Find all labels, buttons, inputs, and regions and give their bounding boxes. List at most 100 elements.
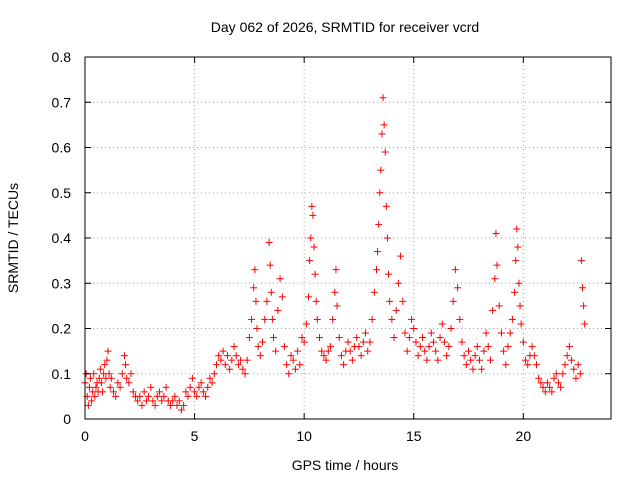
- data-point: [234, 361, 242, 369]
- y-axis-title: SRMTID / TECUs: [5, 183, 21, 293]
- data-point: [116, 383, 124, 391]
- data-point: [329, 315, 337, 323]
- data-point: [346, 347, 354, 355]
- data-point: [388, 315, 396, 323]
- y-tick-label: 0.7: [52, 94, 72, 110]
- y-tick-label: 0.6: [52, 140, 72, 156]
- data-point: [254, 343, 262, 351]
- data-point: [374, 248, 382, 256]
- data-point: [380, 121, 388, 129]
- data-point: [508, 315, 516, 323]
- data-point: [145, 392, 153, 400]
- data-point: [91, 392, 99, 400]
- data-point: [580, 302, 588, 310]
- data-point: [232, 352, 240, 360]
- data-point: [265, 239, 273, 247]
- data-point: [245, 334, 253, 342]
- grid: [85, 57, 611, 419]
- data-point: [188, 374, 196, 382]
- data-point: [112, 392, 120, 400]
- x-tick-label: 10: [296, 428, 312, 444]
- data-point: [267, 288, 275, 296]
- data-point: [217, 356, 225, 364]
- data-point: [300, 338, 308, 346]
- data-point: [169, 397, 177, 405]
- data-point: [107, 374, 115, 382]
- data-point: [239, 365, 247, 373]
- data-point: [460, 352, 468, 360]
- data-point: [524, 361, 532, 369]
- data-point: [252, 297, 260, 305]
- data-point: [378, 130, 386, 138]
- data-point: [465, 347, 473, 355]
- data-point: [333, 302, 341, 310]
- data-point: [125, 379, 133, 387]
- data-point: [379, 94, 387, 102]
- data-point: [294, 347, 302, 355]
- data-point: [312, 297, 320, 305]
- data-point: [199, 388, 207, 396]
- data-point: [416, 343, 424, 351]
- data-point: [261, 315, 269, 323]
- axis-ticks: 0 0.1 0.2 0.3 0.4 0.5 0.6 0.7 0.8 0 5 10 15 20: [52, 49, 611, 444]
- data-point: [449, 297, 457, 305]
- data-point: [561, 361, 569, 369]
- data-point: [528, 343, 536, 351]
- data-point: [500, 347, 508, 355]
- data-point: [554, 379, 562, 387]
- data-point: [180, 401, 188, 409]
- data-point: [512, 257, 520, 265]
- data-point: [370, 288, 378, 296]
- data-point: [517, 320, 525, 328]
- data-point: [263, 297, 271, 305]
- data-point: [537, 379, 545, 387]
- data-point: [140, 388, 148, 396]
- data-point: [105, 370, 113, 378]
- data-point: [193, 392, 201, 400]
- data-point: [576, 370, 584, 378]
- data-point: [539, 383, 547, 391]
- data-point: [296, 361, 304, 369]
- data-point: [480, 347, 488, 355]
- data-point: [122, 361, 130, 369]
- data-point: [250, 284, 258, 292]
- data-point: [376, 189, 384, 197]
- data-point: [103, 356, 111, 364]
- data-point: [403, 347, 411, 355]
- data-point: [311, 270, 319, 278]
- data-point: [331, 288, 339, 296]
- data-point: [522, 356, 530, 364]
- x-tick-label: 5: [191, 428, 199, 444]
- data-point: [568, 356, 576, 364]
- data-point: [278, 293, 286, 301]
- data-point: [269, 334, 277, 342]
- data-point: [177, 406, 185, 414]
- data-point: [147, 383, 155, 391]
- data-point: [364, 347, 372, 355]
- data-point: [489, 306, 497, 314]
- data-point: [353, 334, 361, 342]
- data-point: [142, 397, 150, 405]
- data-point: [546, 383, 554, 391]
- data-point: [513, 225, 521, 233]
- data-point: [318, 347, 326, 355]
- data-point: [419, 334, 427, 342]
- x-axis-title: GPS time / hours: [292, 457, 399, 473]
- data-point: [471, 352, 479, 360]
- data-point: [149, 397, 157, 405]
- data-point: [223, 352, 231, 360]
- data-point: [577, 257, 585, 265]
- data-point: [162, 383, 170, 391]
- data-point: [516, 302, 524, 310]
- data-point: [357, 352, 365, 360]
- data-point: [332, 266, 340, 274]
- data-point: [316, 334, 324, 342]
- data-point: [109, 388, 117, 396]
- data-point: [208, 379, 216, 387]
- data-point: [482, 329, 490, 337]
- data-point: [182, 388, 190, 396]
- data-point: [443, 352, 451, 360]
- data-point: [127, 370, 135, 378]
- data-point: [559, 370, 567, 378]
- data-point: [359, 338, 367, 346]
